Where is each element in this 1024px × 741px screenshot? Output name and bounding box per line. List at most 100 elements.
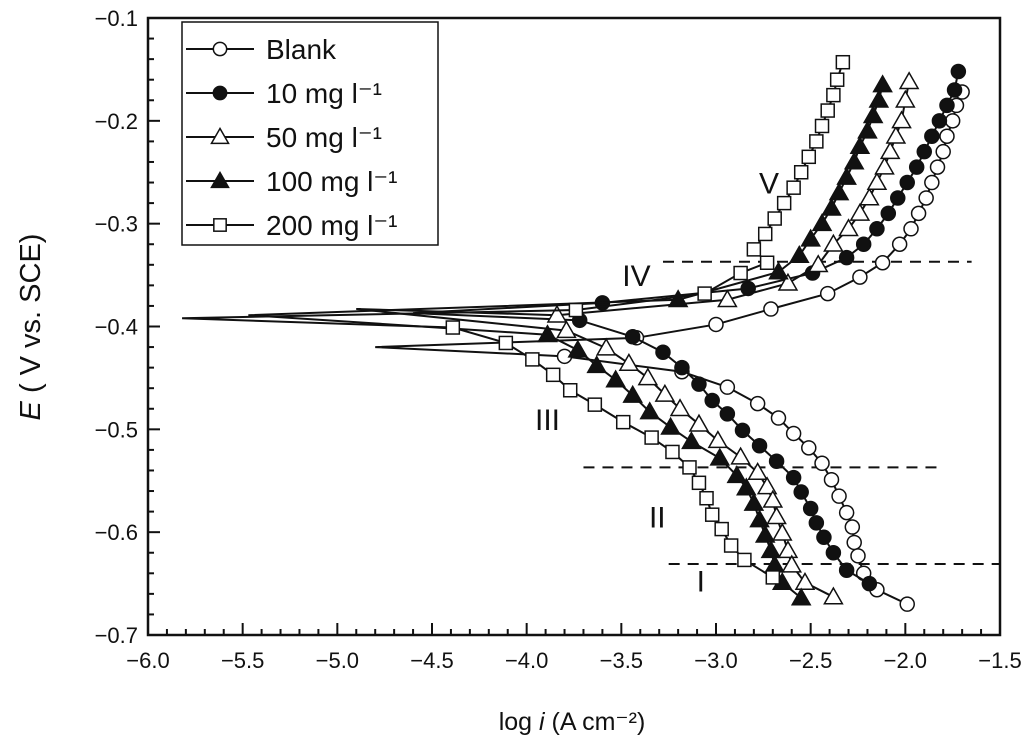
data-point [838, 504, 855, 521]
y-tick-label: −0.6 [95, 520, 138, 545]
data-point [811, 213, 833, 232]
x-label-part: (A cm⁻²) [545, 708, 646, 736]
data-point [885, 125, 907, 144]
data-point [637, 367, 659, 386]
data-point [762, 489, 784, 508]
data-point [730, 446, 751, 465]
legend-label: Blank [266, 34, 337, 65]
y-axis-label: E ( V vs. SCE) [15, 234, 47, 421]
data-point [445, 320, 461, 335]
data-point [568, 302, 584, 318]
data-point [667, 289, 689, 308]
x-axis-label: log i (A cm⁻²) [499, 708, 646, 736]
data-point [691, 475, 707, 491]
data-point [777, 272, 799, 291]
data-point [891, 110, 912, 129]
data-point [868, 89, 890, 108]
series-1 [413, 63, 967, 592]
data-point [733, 265, 748, 281]
data-point [861, 575, 878, 592]
data-point [826, 87, 841, 103]
series-4 [182, 54, 851, 585]
data-point [707, 430, 729, 449]
data-point [723, 538, 739, 553]
data-point [814, 118, 830, 134]
data-point [760, 540, 782, 559]
data-point [857, 120, 878, 139]
data-point [545, 367, 561, 383]
data-point [844, 519, 861, 535]
data-point [786, 180, 801, 195]
data-point [704, 507, 720, 522]
data-point [789, 245, 810, 264]
x-tick-label: −2.5 [789, 648, 832, 673]
y-tick-label: −0.2 [95, 109, 138, 134]
legend-label: 50 mg l⁻¹ [266, 122, 382, 153]
data-point [855, 236, 872, 252]
data-point [777, 540, 799, 559]
y-tick-label: −0.4 [95, 315, 138, 340]
x-tick-label: −5.0 [316, 648, 359, 673]
data-point [213, 218, 227, 232]
data-point [829, 72, 845, 87]
data-point [757, 226, 773, 242]
data-point [498, 335, 514, 351]
data-point [749, 395, 766, 412]
y-tick-label: −0.7 [95, 623, 138, 648]
data-point [726, 465, 748, 484]
data-point [880, 205, 897, 222]
legend: Blank 10 mg l⁻¹ 50 mg l⁻¹ 100 mg l⁻¹ 200 mg … [181, 21, 439, 246]
series-line [413, 71, 960, 585]
data-point [567, 339, 589, 358]
data-point [939, 97, 955, 114]
data-point [785, 469, 802, 486]
data-point [691, 376, 707, 392]
region-label: I [697, 565, 705, 598]
data-point [946, 82, 963, 98]
data-point [624, 329, 641, 345]
data-point [823, 586, 844, 605]
data-point [859, 187, 880, 206]
data-point [644, 430, 659, 445]
data-point [838, 249, 855, 266]
data-point [763, 301, 779, 317]
data-point [846, 534, 862, 551]
data-point [808, 515, 825, 531]
data-point [556, 320, 577, 339]
data-point [944, 113, 961, 129]
data-point [935, 143, 951, 160]
data-point [525, 352, 540, 367]
data-point [714, 521, 729, 537]
region-label: III [535, 404, 560, 437]
data-point [699, 490, 714, 506]
data-point [908, 159, 925, 175]
data-point [819, 285, 836, 302]
data-point [654, 383, 676, 402]
data-point [740, 280, 756, 297]
data-point [790, 587, 812, 606]
legend-label: 100 mg l⁻¹ [266, 166, 398, 197]
legend-label: 200 mg l⁻¹ [266, 210, 398, 241]
data-point [765, 570, 781, 585]
data-point [749, 509, 770, 528]
data-point [767, 211, 782, 226]
region-label: IV [622, 260, 650, 293]
data-point [793, 484, 809, 500]
data-point [874, 254, 891, 271]
data-point [768, 453, 785, 469]
data-point [210, 170, 230, 189]
data-point [770, 410, 787, 426]
x-tick-label: −1.5 [978, 648, 1021, 673]
data-point [210, 126, 230, 145]
data-point [622, 384, 643, 403]
data-point [537, 324, 558, 343]
data-point [665, 444, 680, 460]
axes: −6.0 −5.5 −5.0 −4.5 −4.0 −3.5 −3.0 −2.5 −2.0 −1.5… [95, 6, 1022, 673]
data-point [835, 54, 851, 70]
data-point [794, 572, 816, 591]
data-point [903, 221, 919, 237]
series-line [356, 81, 911, 598]
data-point [660, 416, 681, 435]
data-point [618, 353, 640, 372]
x-label-part: i [539, 708, 546, 736]
